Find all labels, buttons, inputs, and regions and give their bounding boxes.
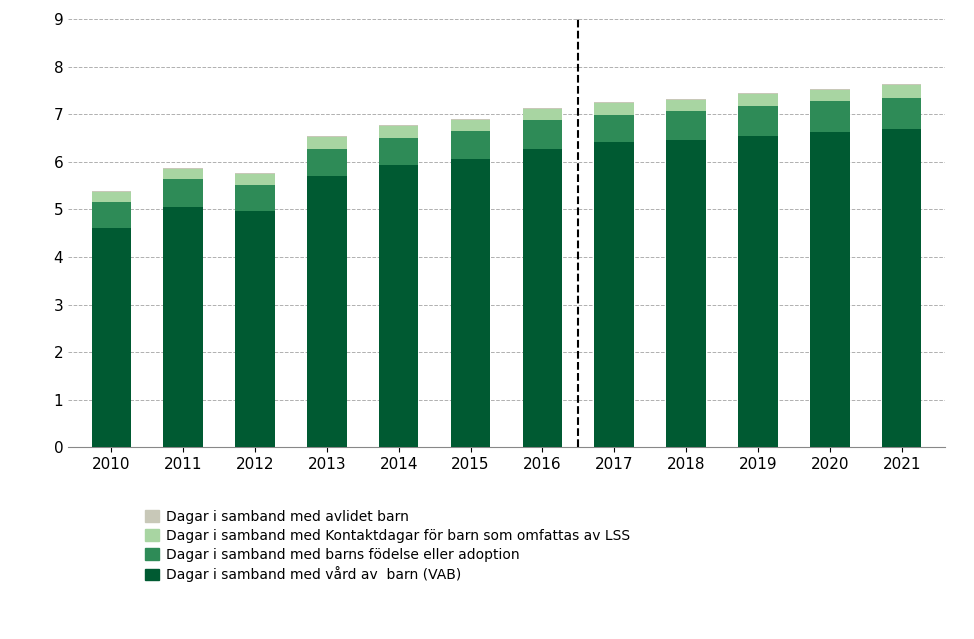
Bar: [379, 127, 419, 137]
Bar: [523, 120, 562, 148]
Bar: [666, 98, 706, 100]
Bar: [451, 158, 490, 447]
Bar: [738, 106, 777, 135]
Bar: [523, 107, 562, 109]
Bar: [451, 119, 490, 131]
Bar: [307, 176, 347, 447]
Bar: [236, 211, 275, 447]
Legend: Dagar i samband med avlidet barn, Dagar i samband med Kontaktdagar för barn som : Dagar i samband med avlidet barn, Dagar …: [145, 510, 630, 582]
Bar: [164, 169, 203, 180]
Bar: [810, 132, 849, 447]
Bar: [164, 168, 203, 169]
Bar: [881, 85, 921, 98]
Bar: [594, 104, 634, 115]
Bar: [92, 191, 131, 192]
Bar: [523, 109, 562, 120]
Bar: [379, 137, 419, 166]
Bar: [594, 115, 634, 142]
Bar: [164, 180, 203, 207]
Bar: [810, 102, 849, 132]
Bar: [307, 137, 347, 148]
Bar: [92, 203, 131, 229]
Bar: [666, 139, 706, 447]
Bar: [881, 84, 921, 85]
Bar: [738, 135, 777, 447]
Bar: [236, 185, 275, 211]
Bar: [594, 102, 634, 104]
Bar: [92, 229, 131, 447]
Bar: [666, 111, 706, 139]
Bar: [810, 89, 849, 102]
Bar: [92, 192, 131, 203]
Bar: [738, 95, 777, 106]
Bar: [164, 207, 203, 447]
Bar: [881, 128, 921, 447]
Bar: [594, 142, 634, 447]
Bar: [236, 173, 275, 174]
Bar: [236, 174, 275, 185]
Bar: [307, 136, 347, 137]
Bar: [523, 148, 562, 447]
Bar: [379, 166, 419, 447]
Bar: [307, 148, 347, 176]
Bar: [379, 125, 419, 127]
Bar: [666, 100, 706, 111]
Bar: [451, 131, 490, 158]
Bar: [738, 93, 777, 95]
Bar: [881, 98, 921, 128]
